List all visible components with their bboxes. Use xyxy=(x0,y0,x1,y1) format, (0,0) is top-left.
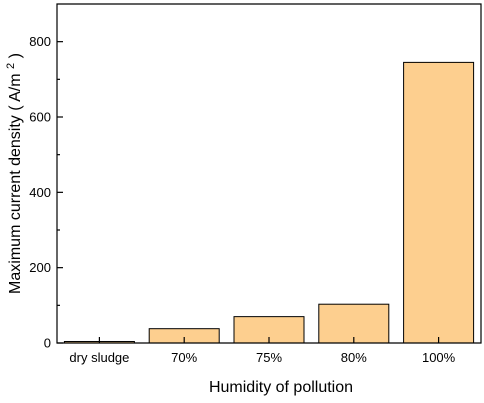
y-tick-label: 400 xyxy=(29,185,51,200)
y-axis-title-unit-superscript: 2 xyxy=(5,63,17,69)
y-tick-label: 600 xyxy=(29,110,51,125)
bar-100 xyxy=(403,61,475,344)
y-tick-label: 200 xyxy=(29,260,51,275)
y-axis-title-unit: ( A/m xyxy=(7,73,24,110)
y-axis-ticks: 0 200 400 600 800 xyxy=(29,34,63,351)
plot-frame xyxy=(56,3,482,344)
y-tick-label: 0 xyxy=(44,336,51,351)
x-tick-label: 75% xyxy=(256,350,282,365)
y-axis-title-main: Maximum current density xyxy=(7,115,24,294)
y-axis-title: Maximum current density ( A/m 2 ) xyxy=(1,53,24,294)
x-tick-label: 100% xyxy=(422,350,456,365)
x-tick-label: 80% xyxy=(341,350,367,365)
x-tick-label: 70% xyxy=(171,350,197,365)
y-axis-title-unit-close: ) xyxy=(7,53,24,58)
x-axis-title: Humidity of pollution xyxy=(209,379,353,396)
x-tick-label: dry sludge xyxy=(69,350,129,365)
x-axis-ticks: dry sludge 70% 75% 80% 100% xyxy=(69,337,456,365)
bar-80 xyxy=(318,303,390,344)
bars-group xyxy=(63,61,475,344)
y-tick-label: 800 xyxy=(29,34,51,49)
